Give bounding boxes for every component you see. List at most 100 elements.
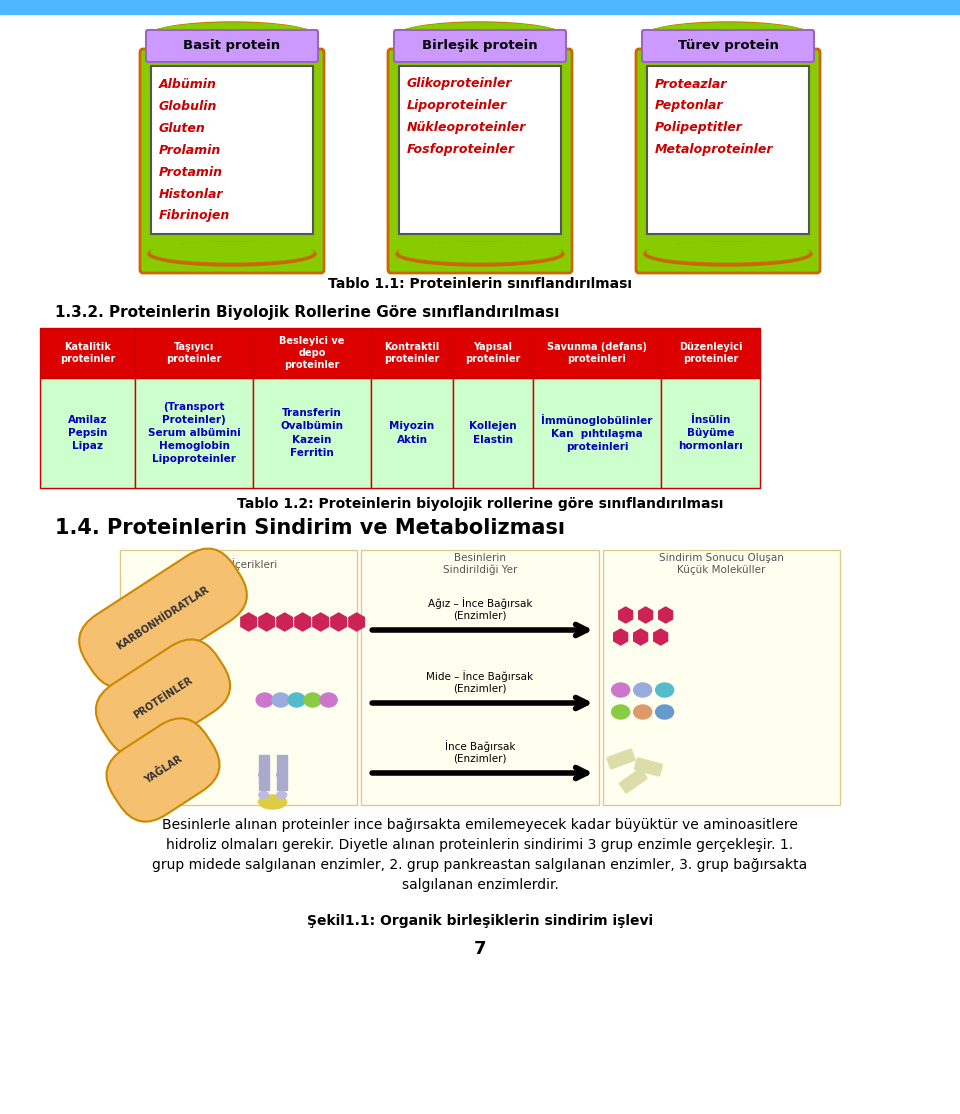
Text: Protamin: Protamin [159,166,223,178]
Ellipse shape [276,772,287,779]
Text: Fosfoproteinler: Fosfoproteinler [407,144,515,156]
Ellipse shape [656,705,674,719]
Text: hidroliz olmaları gerekir. Diyetle alınan proteinlerin sindirimi 3 grup enzimle : hidroliz olmaları gerekir. Diyetle alına… [166,838,794,852]
Text: Birleşik protein: Birleşik protein [422,39,538,52]
Ellipse shape [258,772,269,779]
Text: Tablo 1.1: Proteinlerin sınıflandırılması: Tablo 1.1: Proteinlerin sınıflandırılmas… [328,277,632,291]
Ellipse shape [399,23,561,45]
Text: Miyozin
Aktin: Miyozin Aktin [390,421,435,444]
FancyBboxPatch shape [394,30,566,62]
Bar [0,0,960,14]
Text: Lipoproteinler: Lipoproteinler [407,99,507,113]
Ellipse shape [634,683,652,697]
Bar [661,328,760,378]
Ellipse shape [647,23,809,45]
Text: İnsülin
Büyüme
hormonları: İnsülin Büyüme hormonları [678,414,743,451]
Ellipse shape [273,693,289,707]
FancyBboxPatch shape [140,49,324,273]
Text: 1.4. Proteinlerin Sindirim ve Metabolizması: 1.4. Proteinlerin Sindirim ve Metabolizm… [55,518,565,538]
Bar [361,550,599,805]
Ellipse shape [396,22,564,50]
Text: Nükleoproteinler: Nükleoproteinler [407,121,526,135]
Ellipse shape [399,242,561,262]
Ellipse shape [304,693,322,707]
Ellipse shape [644,242,812,266]
Text: Kontraktil
proteinler: Kontraktil proteinler [384,342,440,364]
Bar [453,328,533,378]
Text: Yapısal
proteinler: Yapısal proteinler [466,342,520,364]
Bar [276,755,287,790]
Text: 7: 7 [473,940,487,958]
Bar [399,66,561,234]
Ellipse shape [612,705,630,719]
Text: Albümin: Albümin [159,78,217,90]
Bar [371,378,453,488]
Ellipse shape [288,693,305,707]
Text: Gluten: Gluten [159,121,205,135]
Text: Besin İçerikleri: Besin İçerikleri [200,558,277,570]
Bar [135,328,253,378]
Text: Şekil1.1: Organik birleşiklerin sindirim işlevi: Şekil1.1: Organik birleşiklerin sindirim… [307,913,653,928]
Text: Amilaz
Pepsin
Lipaz: Amilaz Pepsin Lipaz [68,414,108,451]
Text: 1.3.2. Proteinlerin Biyolojik Rollerine Göre sınıflandırılması: 1.3.2. Proteinlerin Biyolojik Rollerine … [55,304,560,320]
Text: Polipeptitler: Polipeptitler [655,121,743,135]
Ellipse shape [644,22,812,50]
Text: Sindirim Sonucu Oluşan
Küçük Moleküller: Sindirim Sonucu Oluşan Küçük Moleküller [659,554,783,575]
Text: Peptonlar: Peptonlar [655,99,724,113]
Text: (Transport
Proteinler)
Serum albümini
Hemoglobin
Lipoproteinler: (Transport Proteinler) Serum albümini He… [148,402,240,465]
FancyBboxPatch shape [607,749,635,769]
Text: Prolamin: Prolamin [159,144,221,156]
Text: Ağız – İnce Bağırsak
(Enzimler): Ağız – İnce Bağırsak (Enzimler) [428,597,532,620]
Bar [253,328,371,378]
Ellipse shape [148,22,316,50]
Bar [661,378,760,488]
Bar [120,550,357,805]
Text: Besinlerin
Sindirildiği Yer: Besinlerin Sindirildiği Yer [443,553,517,575]
Ellipse shape [148,242,316,266]
Ellipse shape [258,792,269,799]
Text: PROTEİNLER: PROTEİNLER [132,675,194,721]
Text: Glikoproteinler: Glikoproteinler [407,78,513,90]
Text: Histonlar: Histonlar [159,187,224,201]
Text: Savunma (defans)
proteinleri: Savunma (defans) proteinleri [547,342,647,364]
FancyBboxPatch shape [146,30,318,62]
Bar [453,378,533,488]
Text: salgılanan enzimlerdir.: salgılanan enzimlerdir. [401,878,559,892]
Ellipse shape [321,693,337,707]
Bar [151,66,313,234]
FancyBboxPatch shape [636,49,820,273]
Ellipse shape [656,683,674,697]
Ellipse shape [396,242,564,266]
Text: Katalitik
proteinler: Katalitik proteinler [60,342,115,364]
Ellipse shape [151,242,313,262]
Ellipse shape [151,23,313,45]
Text: Fibrinojen: Fibrinojen [159,209,230,223]
Bar [253,378,371,488]
Text: Besleyici ve
depo
proteinler: Besleyici ve depo proteinler [279,336,345,370]
Text: grup midede salgılanan enzimler, 2. grup pankreastan salgılanan enzimler, 3. gru: grup midede salgılanan enzimler, 2. grup… [153,858,807,872]
Bar [258,755,269,790]
Text: Proteazlar: Proteazlar [655,78,728,90]
Ellipse shape [612,683,630,697]
FancyBboxPatch shape [635,758,662,776]
Ellipse shape [276,792,287,799]
Bar [603,550,840,805]
Text: KARBONHİDRATLAR: KARBONHİDRATLAR [115,585,211,652]
Text: Basit protein: Basit protein [183,39,280,52]
Text: Düzenleyici
proteinler: Düzenleyici proteinler [679,342,742,364]
Bar [135,378,253,488]
Bar [40,328,135,378]
Text: YAĞLAR: YAĞLAR [142,754,183,785]
Ellipse shape [258,795,287,809]
Text: İmmünoglobülinler
Kan  pıhtılaşma
proteinleri: İmmünoglobülinler Kan pıhtılaşma protein… [541,413,653,452]
Bar [371,328,453,378]
Ellipse shape [256,693,274,707]
Text: Tablo 1.2: Proteinlerin biyolojik rollerine göre sınıflandırılması: Tablo 1.2: Proteinlerin biyolojik roller… [237,497,723,511]
Text: Besinlerle alınan proteinler ince bağırsakta emilemeyecek kadar büyüktür ve amin: Besinlerle alınan proteinler ince bağırs… [162,818,798,832]
FancyBboxPatch shape [619,769,647,793]
FancyBboxPatch shape [388,49,572,273]
Ellipse shape [634,705,652,719]
Text: Taşıyıcı
proteinler: Taşıyıcı proteinler [166,342,222,364]
Text: Mide – İnce Bağırsak
(Enzimler): Mide – İnce Bağırsak (Enzimler) [426,671,534,694]
Text: Kollejen
Elastin: Kollejen Elastin [469,421,516,444]
